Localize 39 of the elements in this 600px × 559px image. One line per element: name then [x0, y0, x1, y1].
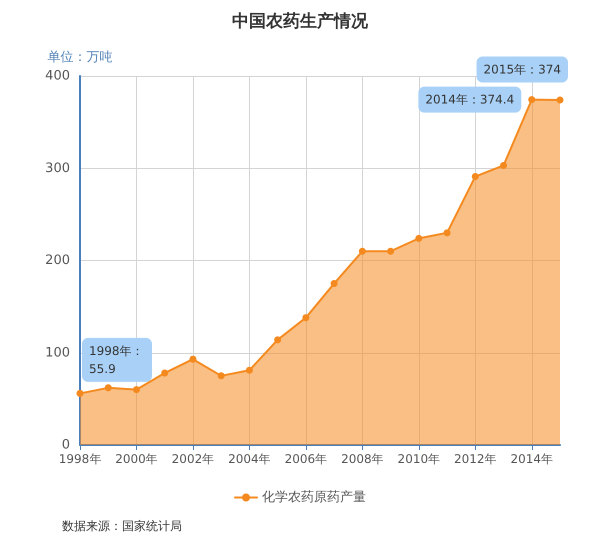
point: [246, 366, 253, 374]
point: [415, 234, 422, 242]
y-tick-label: 400: [45, 68, 70, 84]
legend-label: 化学农药原药产量: [262, 490, 366, 505]
point: [189, 356, 196, 363]
point: [528, 96, 536, 104]
point: [161, 370, 168, 377]
x-tick-label: 2004年: [228, 452, 271, 466]
point: [274, 336, 282, 344]
point: [444, 229, 451, 236]
x-tick-label: 2012年: [454, 452, 497, 466]
point: [387, 248, 394, 255]
x-tick-label: 2006年: [284, 452, 328, 466]
point: [132, 386, 140, 394]
y-axis-title: 单位：万吨: [48, 50, 112, 65]
data-label: 2014年：374.4: [425, 92, 514, 107]
data-label: 2015年：374: [484, 62, 561, 76]
y-tick-label: 300: [45, 160, 70, 176]
x-tick-label: 2010年: [398, 452, 440, 466]
point: [330, 280, 338, 288]
source-note: 数据来源：国家统计局: [62, 519, 182, 533]
x-tick-label: 2008年: [341, 452, 384, 466]
y-tick-label: 200: [45, 253, 70, 268]
point: [76, 390, 84, 397]
point: [500, 162, 508, 169]
y-tick-label: 0: [62, 438, 70, 452]
chart-title: 中国农药生产情况: [232, 12, 369, 32]
x-tick-label: 2002年: [172, 452, 214, 466]
point: [358, 248, 366, 255]
point: [104, 384, 112, 392]
point: [218, 372, 225, 380]
y-tick-label: 100: [45, 345, 70, 360]
point: [472, 173, 479, 180]
x-tick-label: 2014年: [510, 452, 554, 466]
x-tick-label: 2000年: [115, 452, 158, 466]
data-label: 1998年：55.9: [89, 344, 144, 376]
point: [556, 96, 564, 104]
x-tick-label: 1998年: [58, 452, 102, 466]
point: [302, 314, 310, 322]
